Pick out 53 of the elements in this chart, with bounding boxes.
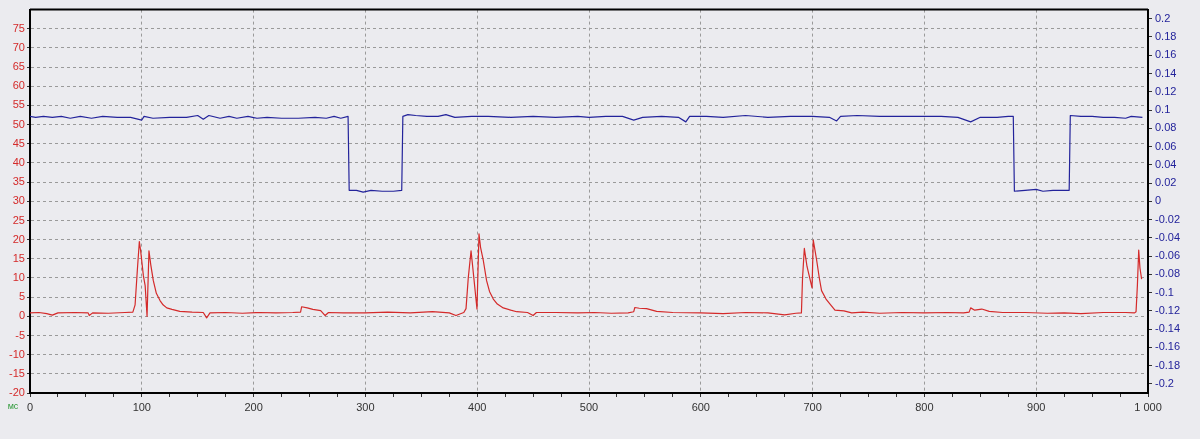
y-tick-label: 15 [12, 251, 25, 264]
y-tick-label: -5 [15, 328, 25, 341]
x-tick-label: 500 [579, 400, 599, 413]
y-tick-label: 60 [12, 79, 25, 92]
y2-tick-label: 0.18 [1155, 30, 1177, 43]
y-tick-label: 25 [12, 213, 25, 226]
y2-tick-label: 0.2 [1155, 11, 1171, 24]
y-tick-label: -15 [9, 366, 25, 379]
x-tick-label: 700 [803, 400, 822, 413]
x-tick-label: 800 [915, 400, 934, 413]
y2-tick-label: 0.16 [1155, 48, 1177, 61]
y-tick-label: 55 [12, 98, 25, 111]
y-tick-label: 0 [18, 309, 25, 322]
y2-tick-label: -0.02 [1155, 212, 1181, 225]
y-tick-label: 75 [12, 21, 25, 34]
x-tick-label: 1 000 [1134, 400, 1162, 413]
y2-tick-label: 0.1 [1155, 103, 1171, 116]
y2-tick-label: -0.16 [1155, 340, 1181, 353]
y2-tick-label: 0.08 [1155, 121, 1177, 134]
y2-tick-label: 0.12 [1155, 84, 1177, 97]
y-tick-label: 5 [18, 290, 25, 303]
x-tick-label: 200 [244, 400, 263, 413]
y-tick-label: -10 [9, 347, 25, 360]
y2-tick-label: -0.14 [1155, 322, 1181, 335]
x-tick-label: 600 [691, 400, 710, 413]
y2-tick-label: -0.12 [1155, 303, 1181, 316]
y2-tick-label: 0 [1155, 194, 1162, 207]
x-axis-title: мс [7, 401, 19, 412]
y2-tick-label: 0.04 [1155, 157, 1177, 170]
y2-tick-label: 0.06 [1155, 139, 1177, 152]
y2-tick-label: -0.04 [1155, 230, 1181, 243]
x-tick-label: 900 [1027, 400, 1046, 413]
y-tick-label: 70 [12, 40, 25, 53]
y2-tick-label: -0.06 [1155, 249, 1181, 262]
y-tick-label: 65 [12, 60, 25, 73]
y2-tick-label: -0.08 [1155, 267, 1181, 280]
y-tick-label: 50 [12, 117, 25, 130]
y-tick-label: 30 [12, 194, 25, 207]
y-tick-label: 40 [12, 155, 25, 168]
x-tick-label: 0 [26, 400, 34, 413]
y-tick-label: 20 [12, 232, 25, 245]
y-tick-label: -20 [9, 386, 25, 399]
x-tick-label: 100 [132, 400, 151, 413]
x-tick-label: 300 [356, 400, 375, 413]
y-tick-label: 45 [12, 136, 25, 149]
y2-tick-label: -0.2 [1155, 376, 1174, 389]
y2-tick-label: 0.14 [1155, 66, 1177, 79]
y-tick-label: 35 [12, 175, 25, 188]
x-tick-label: 400 [468, 400, 487, 413]
y2-tick-label: -0.1 [1155, 285, 1174, 298]
y-tick-label: 10 [12, 271, 25, 284]
y2-tick-label: -0.18 [1155, 358, 1181, 371]
y2-tick-label: 0.02 [1155, 176, 1177, 189]
